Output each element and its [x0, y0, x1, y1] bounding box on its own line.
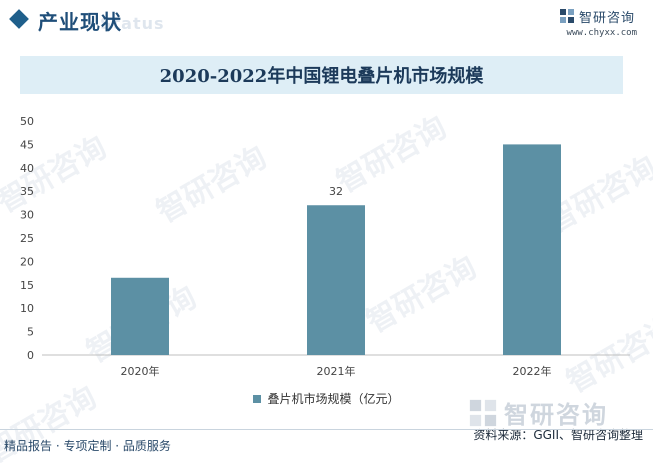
brand-logo: 智研咨询: [559, 8, 635, 26]
y-tick-label: 10: [20, 302, 34, 315]
brand-logo-icon: [469, 399, 497, 426]
diamond-icon: [9, 9, 29, 29]
y-tick-label: 30: [20, 209, 34, 222]
y-tick-label: 15: [20, 279, 34, 292]
brand-url: www.chyxx.com: [566, 28, 637, 38]
y-tick-label: 45: [20, 138, 34, 151]
chart-legend: 叠片机市场规模（亿元）: [0, 390, 653, 407]
data-label: 32: [329, 185, 343, 198]
footer-slogan: 精品报告 · 专项定制 · 品质服务: [4, 439, 171, 453]
y-tick-label: 5: [27, 326, 34, 339]
brand-logo-icon: [559, 9, 574, 23]
x-tick-label: 2020年: [121, 364, 160, 378]
y-tick-label: 50: [20, 115, 34, 128]
footer-divider: [0, 429, 653, 430]
bar-1: [111, 277, 169, 355]
header-watermark-text: Status: [100, 14, 165, 33]
section-title: 产业现状: [38, 10, 122, 34]
footer-brand-logo: 智研咨询: [468, 395, 608, 430]
chart-title-band: 2020-2022年中国锂电叠片机市场规模: [20, 56, 623, 94]
brand-name: 智研咨询: [578, 10, 635, 26]
legend-swatch: [253, 394, 262, 403]
y-tick-label: 0: [27, 349, 34, 362]
bar-2: [307, 205, 365, 355]
y-tick-label: 20: [20, 255, 34, 268]
data-source: 资料来源：GGII、智研咨询整理: [473, 428, 643, 442]
chart-title: 2020-2022年中国锂电叠片机市场规模: [159, 66, 484, 87]
legend-label: 叠片机市场规模（亿元）: [267, 392, 400, 406]
page-header: Status 产业现状: [0, 0, 653, 44]
footer-brand-name: 智研咨询: [504, 401, 608, 429]
bar-chart: 0 5 10 15 20 25 30 35 40 45 50 2020年 32 2021年 2022年: [20, 115, 630, 378]
x-tick-label: 2021年: [317, 364, 356, 378]
y-tick-label: 35: [20, 185, 34, 198]
bar-3: [503, 144, 561, 355]
x-tick-label: 2022年: [513, 364, 552, 378]
y-tick-label: 25: [20, 232, 34, 245]
y-tick-label: 40: [20, 162, 34, 175]
